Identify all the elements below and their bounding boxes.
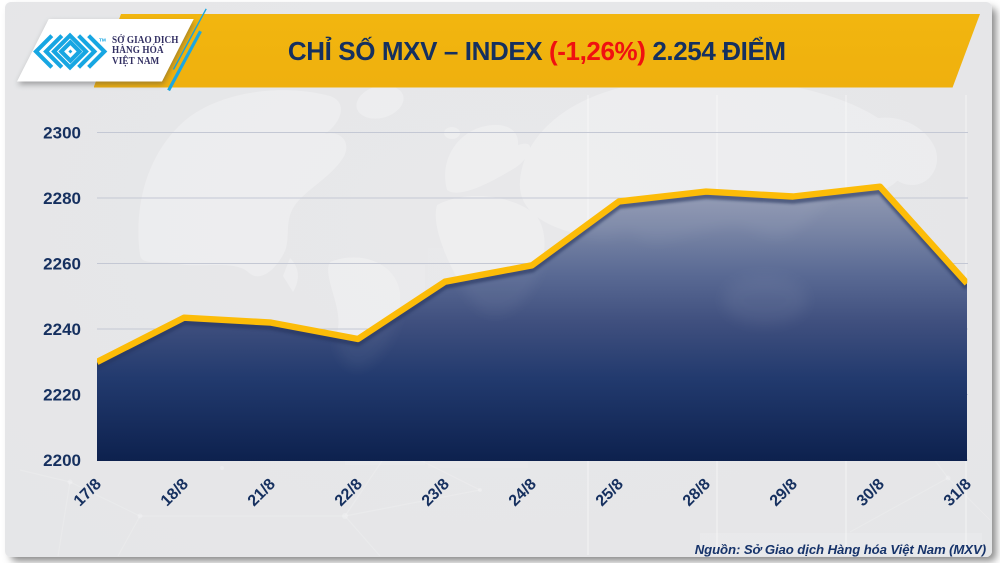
svg-text:2260: 2260: [43, 255, 81, 274]
svg-text:2300: 2300: [43, 124, 81, 143]
svg-text:25/8: 25/8: [593, 476, 627, 510]
svg-text:31/8: 31/8: [941, 476, 975, 510]
svg-text:2240: 2240: [43, 320, 81, 339]
svg-text:29/8: 29/8: [767, 476, 801, 510]
svg-text:28/8: 28/8: [680, 476, 714, 510]
svg-text:TM: TM: [99, 38, 106, 44]
svg-text:18/8: 18/8: [158, 476, 192, 510]
svg-text:22/8: 22/8: [332, 476, 366, 510]
svg-text:2280: 2280: [43, 189, 81, 208]
svg-text:21/8: 21/8: [245, 476, 279, 510]
svg-text:23/8: 23/8: [419, 476, 453, 510]
svg-text:30/8: 30/8: [854, 476, 888, 510]
svg-text:24/8: 24/8: [506, 476, 540, 510]
svg-text:2220: 2220: [43, 386, 81, 405]
svg-text:17/8: 17/8: [71, 476, 105, 510]
svg-text:2200: 2200: [43, 451, 81, 470]
